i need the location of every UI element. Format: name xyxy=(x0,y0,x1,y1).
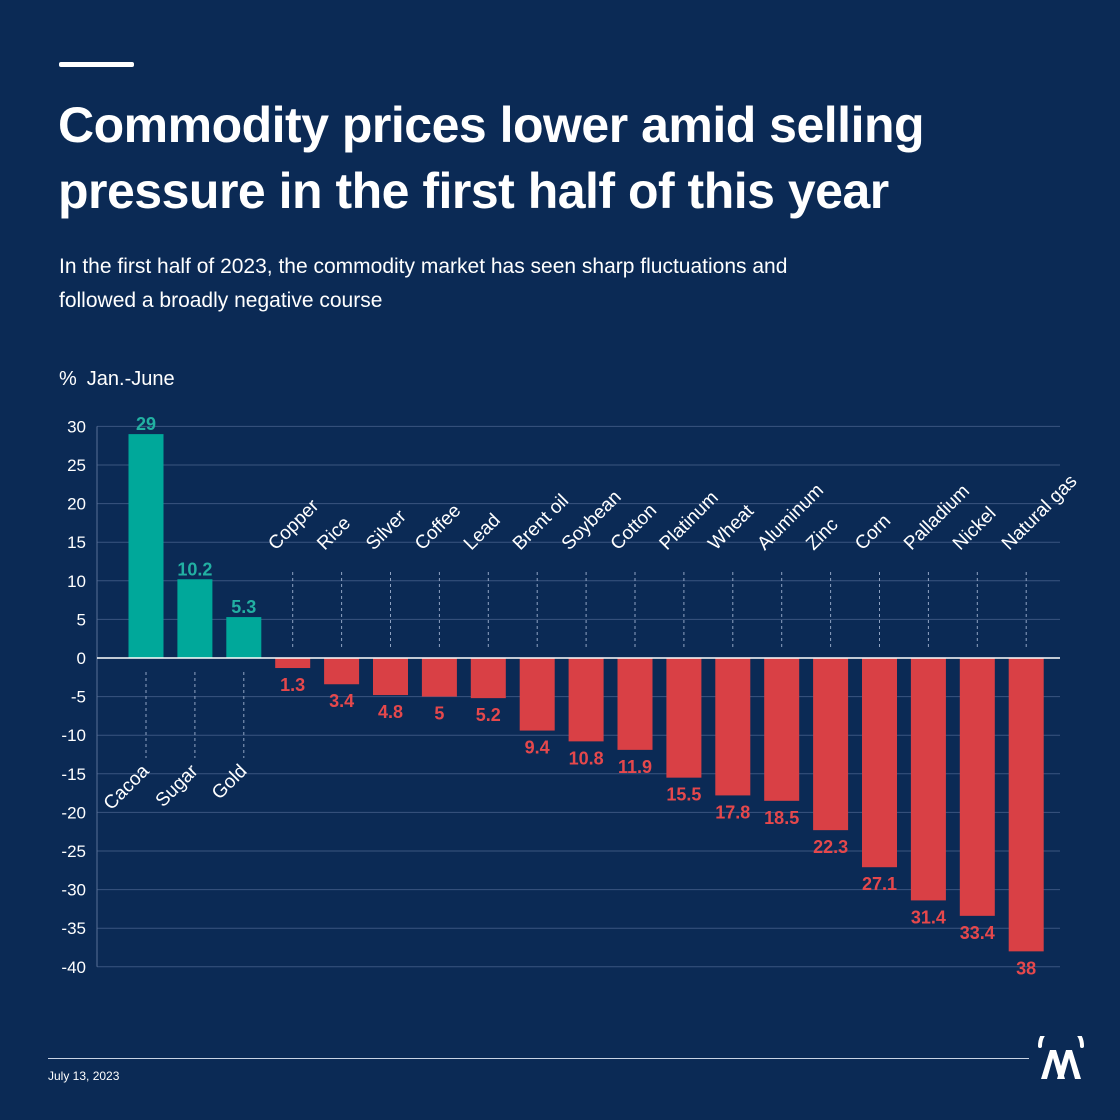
period-label: Jan.-June xyxy=(86,368,175,390)
value-label: 29 xyxy=(136,414,156,434)
value-label: 1.3 xyxy=(280,675,305,695)
bar xyxy=(226,617,262,658)
value-label: 27.1 xyxy=(862,874,897,894)
y-tick-label: -25 xyxy=(61,842,86,861)
category-label: Gold xyxy=(208,761,251,804)
y-tick-label: -20 xyxy=(61,803,86,822)
bar xyxy=(324,658,360,685)
value-label: 17.8 xyxy=(715,802,750,822)
bar xyxy=(177,579,213,658)
category-label: Corn xyxy=(851,511,895,555)
page-subtitle: In the first half of 2023, the commodity… xyxy=(59,255,788,312)
bar xyxy=(764,658,800,801)
unit-symbol: % xyxy=(59,368,77,390)
value-label: 10.2 xyxy=(177,559,212,579)
value-label: 4.8 xyxy=(378,702,403,722)
y-tick-label: 5 xyxy=(77,610,86,629)
y-tick-label: 0 xyxy=(77,649,86,668)
y-tick-label: -40 xyxy=(61,958,86,977)
value-label: 5.2 xyxy=(476,705,501,725)
aa-logo-icon xyxy=(1038,1036,1084,1079)
value-label: 33.4 xyxy=(960,923,995,943)
bar xyxy=(813,658,849,831)
y-tick-label: -10 xyxy=(61,726,86,745)
value-label: 5.3 xyxy=(231,597,256,617)
category-label: Cacoa xyxy=(100,760,154,814)
y-tick-label: 10 xyxy=(67,572,86,591)
bar xyxy=(421,658,457,697)
category-label: Silver xyxy=(362,506,411,555)
bar xyxy=(1008,658,1044,952)
bar xyxy=(666,658,702,778)
page-title: Commodity prices lower amid selling pres… xyxy=(58,97,925,219)
value-label: 38 xyxy=(1016,958,1036,978)
value-label: 5 xyxy=(434,704,444,724)
publication-date: July 13, 2023 xyxy=(48,1069,120,1083)
bar-chart: 30 25 20 15 10 5 0 -5 -10 -15 -20 -25 -30 -35 -40 29 Cac… xyxy=(61,414,1081,978)
y-tick-label: 30 xyxy=(67,417,86,436)
bar xyxy=(959,658,995,916)
value-label: 15.5 xyxy=(666,785,701,805)
title-accent-rule xyxy=(59,62,134,67)
bar xyxy=(568,658,604,742)
y-tick-label: 25 xyxy=(67,456,86,475)
bar xyxy=(275,658,311,669)
bar xyxy=(862,658,897,868)
bar xyxy=(617,658,653,750)
value-label: 31.4 xyxy=(911,907,946,927)
y-tick-label: -30 xyxy=(61,881,86,900)
value-label: 22.3 xyxy=(813,837,848,857)
bar xyxy=(470,658,506,699)
category-label: Lead xyxy=(460,510,505,555)
y-tick-label: 20 xyxy=(67,495,86,514)
value-label: 3.4 xyxy=(329,691,354,711)
y-tick-label: -35 xyxy=(61,919,86,938)
bar xyxy=(715,658,751,796)
bar xyxy=(373,658,408,696)
bar xyxy=(128,434,164,658)
value-label: 10.8 xyxy=(569,748,604,768)
unit-label: % Jan.-June xyxy=(59,368,185,391)
category-label: Zinc xyxy=(802,514,842,554)
y-tick-label: -5 xyxy=(71,688,86,707)
bar xyxy=(519,658,555,731)
category-label: Rice xyxy=(313,513,355,555)
y-tick-label: 15 xyxy=(67,533,86,552)
bar xyxy=(910,658,946,901)
y-tick-label: -15 xyxy=(61,765,86,784)
value-label: 11.9 xyxy=(618,757,652,777)
value-label: 9.4 xyxy=(525,738,550,758)
category-label: Sugar xyxy=(152,760,203,811)
footer-divider xyxy=(48,1058,1029,1059)
category-label: Coffee xyxy=(411,500,465,554)
value-label: 18.5 xyxy=(764,808,799,828)
